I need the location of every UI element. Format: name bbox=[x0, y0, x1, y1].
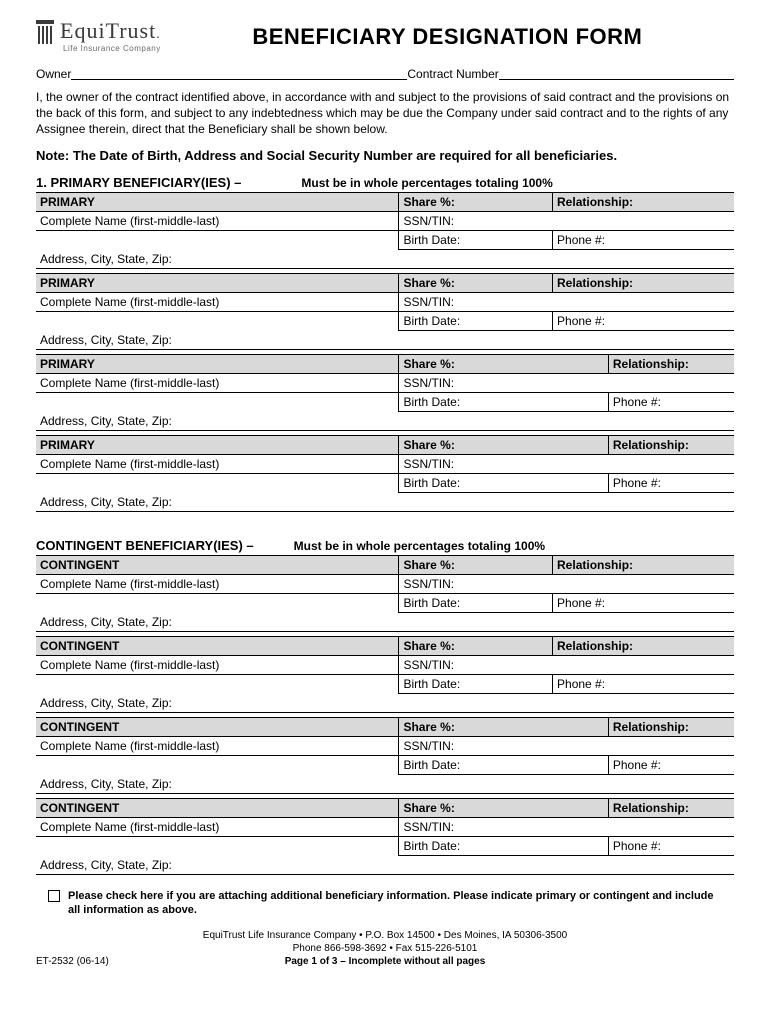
name-label[interactable]: Complete Name (first-middle-last) bbox=[36, 574, 399, 593]
relationship-label[interactable]: Relationship: bbox=[608, 354, 734, 373]
logo-subtitle: Life Insurance Company bbox=[60, 44, 161, 53]
footer-line2: Phone 866-598-3692 • Fax 515-226-5101 bbox=[126, 942, 644, 955]
birth-label[interactable]: Birth Date: bbox=[399, 311, 553, 330]
share-label[interactable]: Share %: bbox=[399, 192, 553, 211]
contingent-block-2: CONTINGENT Share %: Relationship: Comple… bbox=[36, 636, 734, 713]
share-label[interactable]: Share %: bbox=[399, 798, 608, 817]
ssn-label[interactable]: SSN/TIN: bbox=[399, 817, 734, 836]
relationship-label[interactable]: Relationship: bbox=[608, 717, 734, 736]
name-label[interactable]: Complete Name (first-middle-last) bbox=[36, 211, 399, 230]
contingent-section-header: CONTINGENT BENEFICIARY(IES) – Must be in… bbox=[36, 538, 734, 553]
ssn-label[interactable]: SSN/TIN: bbox=[399, 373, 734, 392]
primary-block-4: PRIMARY Share %: Relationship: Complete … bbox=[36, 435, 734, 512]
contingent-hdr: CONTINGENT bbox=[36, 798, 399, 817]
address-label[interactable]: Address, City, State, Zip: bbox=[36, 330, 734, 349]
footer-line3: Page 1 of 3 – Incomplete without all pag… bbox=[126, 955, 644, 968]
owner-label: Owner bbox=[36, 67, 71, 81]
primary-block-2: PRIMARY Share %: Relationship: Complete … bbox=[36, 273, 734, 350]
share-label[interactable]: Share %: bbox=[399, 435, 608, 454]
birth-label[interactable]: Birth Date: bbox=[399, 392, 608, 411]
owner-contract-line: Owner Contract Number bbox=[36, 67, 734, 81]
share-label[interactable]: Share %: bbox=[399, 717, 608, 736]
address-label[interactable]: Address, City, State, Zip: bbox=[36, 492, 734, 511]
contract-label: Contract Number bbox=[407, 67, 498, 81]
phone-label[interactable]: Phone #: bbox=[553, 311, 734, 330]
name-label[interactable]: Complete Name (first-middle-last) bbox=[36, 655, 399, 674]
relationship-label[interactable]: Relationship: bbox=[553, 636, 734, 655]
ssn-label[interactable]: SSN/TIN: bbox=[399, 292, 734, 311]
ssn-label[interactable]: SSN/TIN: bbox=[399, 574, 734, 593]
primary-instr: Must be in whole percentages totaling 10… bbox=[301, 176, 552, 190]
relationship-label[interactable]: Relationship: bbox=[553, 192, 734, 211]
address-label[interactable]: Address, City, State, Zip: bbox=[36, 612, 734, 631]
name-label[interactable]: Complete Name (first-middle-last) bbox=[36, 373, 399, 392]
share-label[interactable]: Share %: bbox=[399, 354, 608, 373]
name-label[interactable]: Complete Name (first-middle-last) bbox=[36, 817, 399, 836]
pillar-icon bbox=[36, 20, 54, 46]
relationship-label[interactable]: Relationship: bbox=[608, 435, 734, 454]
footer-line1: EquiTrust Life Insurance Company • P.O. … bbox=[36, 929, 734, 942]
address-label[interactable]: Address, City, State, Zip: bbox=[36, 693, 734, 712]
share-label[interactable]: Share %: bbox=[399, 555, 553, 574]
phone-label[interactable]: Phone #: bbox=[608, 392, 734, 411]
phone-label[interactable]: Phone #: bbox=[608, 836, 734, 855]
phone-label[interactable]: Phone #: bbox=[608, 755, 734, 774]
birth-label[interactable]: Birth Date: bbox=[399, 755, 608, 774]
contingent-instr: Must be in whole percentages totaling 10… bbox=[294, 539, 545, 553]
birth-label[interactable]: Birth Date: bbox=[399, 836, 608, 855]
birth-label[interactable]: Birth Date: bbox=[399, 674, 553, 693]
relationship-label[interactable]: Relationship: bbox=[553, 555, 734, 574]
attachment-checkbox[interactable] bbox=[48, 890, 60, 902]
page-header: EquiTrust. Life Insurance Company BENEFI… bbox=[36, 20, 734, 53]
contingent-label: CONTINGENT BENEFICIARY(IES) – bbox=[36, 538, 254, 553]
owner-blank[interactable] bbox=[71, 67, 407, 80]
name-label[interactable]: Complete Name (first-middle-last) bbox=[36, 292, 399, 311]
contingent-block-3: CONTINGENT Share %: Relationship: Comple… bbox=[36, 717, 734, 794]
contingent-hdr: CONTINGENT bbox=[36, 555, 399, 574]
birth-label[interactable]: Birth Date: bbox=[399, 593, 553, 612]
form-title: BENEFICIARY DESIGNATION FORM bbox=[161, 20, 734, 50]
note-text: Note: The Date of Birth, Address and Soc… bbox=[36, 148, 734, 163]
share-label[interactable]: Share %: bbox=[399, 636, 553, 655]
attachment-checkbox-row: Please check here if you are attaching a… bbox=[36, 879, 734, 924]
contingent-hdr: CONTINGENT bbox=[36, 717, 399, 736]
contract-blank[interactable] bbox=[499, 67, 734, 80]
birth-label[interactable]: Birth Date: bbox=[399, 473, 608, 492]
relationship-label[interactable]: Relationship: bbox=[608, 798, 734, 817]
primary-block-1: PRIMARY Share %: Relationship: Complete … bbox=[36, 192, 734, 269]
contingent-block-4: CONTINGENT Share %: Relationship: Comple… bbox=[36, 798, 734, 875]
page-footer: EquiTrust Life Insurance Company • P.O. … bbox=[36, 929, 734, 968]
form-id: ET-2532 (06-14) bbox=[36, 955, 126, 968]
contingent-block-1: CONTINGENT Share %: Relationship: Comple… bbox=[36, 555, 734, 632]
birth-label[interactable]: Birth Date: bbox=[399, 230, 553, 249]
contingent-hdr: CONTINGENT bbox=[36, 636, 399, 655]
phone-label[interactable]: Phone #: bbox=[608, 473, 734, 492]
address-label[interactable]: Address, City, State, Zip: bbox=[36, 411, 734, 430]
name-label[interactable]: Complete Name (first-middle-last) bbox=[36, 454, 399, 473]
address-label[interactable]: Address, City, State, Zip: bbox=[36, 855, 734, 874]
phone-label[interactable]: Phone #: bbox=[553, 230, 734, 249]
ssn-label[interactable]: SSN/TIN: bbox=[399, 655, 734, 674]
logo: EquiTrust. Life Insurance Company bbox=[36, 20, 161, 53]
primary-hdr: PRIMARY bbox=[36, 192, 399, 211]
relationship-label[interactable]: Relationship: bbox=[553, 273, 734, 292]
primary-hdr: PRIMARY bbox=[36, 273, 399, 292]
phone-label[interactable]: Phone #: bbox=[553, 674, 734, 693]
primary-hdr: PRIMARY bbox=[36, 354, 399, 373]
ssn-label[interactable]: SSN/TIN: bbox=[399, 211, 734, 230]
primary-label: 1. PRIMARY BENEFICIARY(IES) – bbox=[36, 175, 241, 190]
logo-name: EquiTrust bbox=[60, 18, 156, 43]
address-label[interactable]: Address, City, State, Zip: bbox=[36, 774, 734, 793]
phone-label[interactable]: Phone #: bbox=[553, 593, 734, 612]
primary-section-header: 1. PRIMARY BENEFICIARY(IES) – Must be in… bbox=[36, 175, 734, 190]
primary-block-3: PRIMARY Share %: Relationship: Complete … bbox=[36, 354, 734, 431]
intro-text: I, the owner of the contract identified … bbox=[36, 89, 734, 138]
ssn-label[interactable]: SSN/TIN: bbox=[399, 454, 734, 473]
share-label[interactable]: Share %: bbox=[399, 273, 553, 292]
ssn-label[interactable]: SSN/TIN: bbox=[399, 736, 734, 755]
address-label[interactable]: Address, City, State, Zip: bbox=[36, 249, 734, 268]
primary-hdr: PRIMARY bbox=[36, 435, 399, 454]
checkbox-text: Please check here if you are attaching a… bbox=[68, 889, 722, 918]
name-label[interactable]: Complete Name (first-middle-last) bbox=[36, 736, 399, 755]
